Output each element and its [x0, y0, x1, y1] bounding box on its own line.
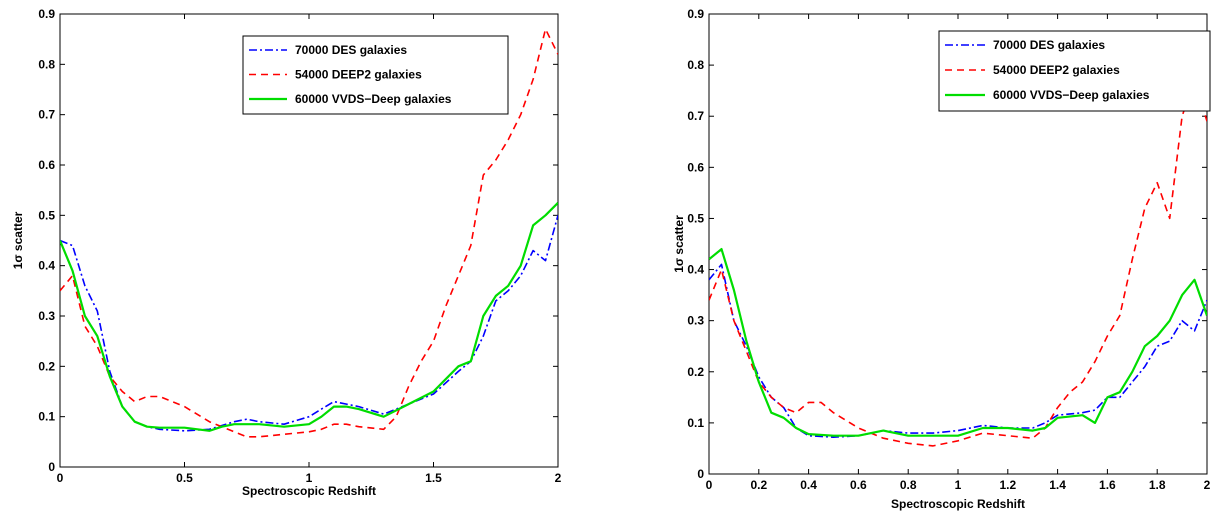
y-tick-label: 0.4 [687, 263, 704, 277]
y-tick-label: 0.1 [687, 416, 704, 430]
legend-entry-3: 60000 VVDS−Deep galaxies [295, 92, 452, 106]
x-tick-label: 1 [306, 471, 313, 485]
y-tick-label: 0.3 [38, 309, 55, 323]
x-tick-label: 1.4 [1049, 478, 1066, 492]
y-tick-label: 0.9 [687, 7, 704, 21]
y-tick-label: 0.2 [687, 365, 704, 379]
y-tick-label: 0.7 [687, 109, 704, 123]
x-tick-label: 2 [1204, 478, 1211, 492]
x-tick-label: 1.6 [1099, 478, 1116, 492]
chart-panel-2: 0 0.1 0.2 0.3 0.4 0.5 0.6 0.7 0.8 0.9 0 0.2 0.4 0.6 0.… [672, 7, 1211, 511]
legend-entry-2: 54000 DEEP2 galaxies [993, 63, 1120, 77]
y-tick-label: 0.9 [38, 7, 55, 21]
y-tick-label: 0.6 [687, 160, 704, 174]
legend-entry-2: 54000 DEEP2 galaxies [295, 68, 422, 82]
x-tick-label: 0.5 [176, 471, 193, 485]
x-tick-label: 0.4 [800, 478, 817, 492]
y-tick-label: 0.1 [38, 410, 55, 424]
x-tick-label: 2 [555, 471, 562, 485]
y-tick-label: 0 [48, 460, 55, 474]
legend: 70000 DES galaxies 54000 DEEP2 galaxies 60… [938, 30, 1211, 112]
legend: 70000 DES galaxies 54000 DEEP2 galaxies 60… [242, 35, 509, 115]
x-tick-label: 1.8 [1149, 478, 1166, 492]
y-axis-label: 1σ scatter [672, 215, 686, 273]
y-tick-label: 0.5 [38, 208, 55, 222]
legend-entry-1: 70000 DES galaxies [295, 43, 407, 57]
series-line-3 [60, 202, 558, 432]
y-tick-label: 0.5 [687, 211, 704, 225]
legend-box [242, 35, 509, 115]
series-line-2 [709, 79, 1207, 447]
legend-entry-3: 60000 VVDS−Deep galaxies [993, 88, 1150, 102]
x-tick-label: 0 [57, 471, 64, 485]
x-tick-label: 1.2 [999, 478, 1016, 492]
y-tick-label: 0.8 [687, 58, 704, 72]
x-tick-label: 0 [706, 478, 713, 492]
x-tick-label: 1.5 [425, 471, 442, 485]
x-tick-label: 0.8 [900, 478, 917, 492]
y-tick-label: 0.3 [687, 314, 704, 328]
legend-entry-1: 70000 DES galaxies [993, 38, 1105, 52]
x-tick-label: 0.6 [850, 478, 867, 492]
y-tick-label: 0.2 [38, 359, 55, 373]
x-tick-label: 0.2 [750, 478, 767, 492]
series-line-2 [60, 28, 558, 438]
y-tick-label: 0.4 [38, 259, 55, 273]
y-tick-label: 0.6 [38, 158, 55, 172]
x-tick-label: 1 [955, 478, 962, 492]
series-line-3 [709, 248, 1207, 437]
x-axis-label: Spectroscopic Redshift [891, 497, 1025, 511]
y-tick-label: 0.8 [38, 57, 55, 71]
y-tick-label: 0.7 [38, 108, 55, 122]
chart-panel-1: 0 0.1 0.2 0.3 0.4 0.5 0.6 0.7 0.8 0.9 0 0.5 1 1.5 2 Spe… [11, 7, 562, 498]
y-axis-label: 1σ scatter [11, 211, 25, 269]
y-tick-label: 0 [697, 467, 704, 481]
x-axis-label: Spectroscopic Redshift [242, 484, 376, 498]
